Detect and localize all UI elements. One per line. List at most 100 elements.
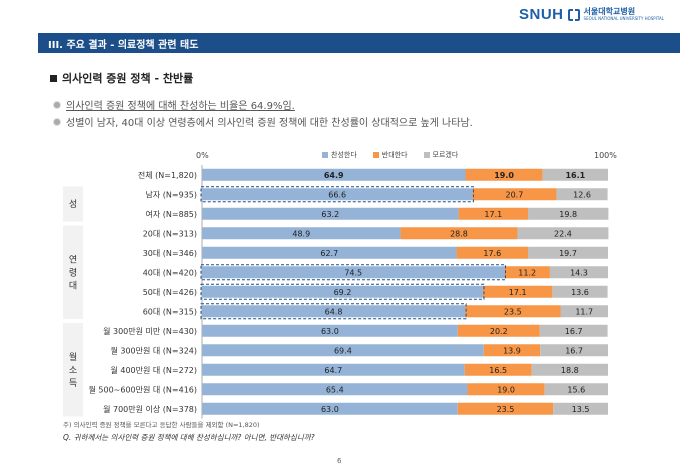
bar-segment-agree <box>202 246 457 259</box>
data-label-agree: 63.0 <box>321 327 339 336</box>
data-label-unknown: 11.7 <box>575 307 593 316</box>
chart-legend: 찬성한다 반대한다 모르겠다 <box>322 150 458 160</box>
bar-segment-disagree <box>472 188 557 201</box>
group-label-char: 대 <box>69 280 77 291</box>
bar-segment-unknown <box>560 305 608 318</box>
bar-segment-disagree <box>457 324 540 337</box>
bar-segment-unknown <box>549 266 608 279</box>
legend-item-unknown: 모르겠다 <box>423 150 459 160</box>
bar-segment-unknown <box>544 383 608 396</box>
row-label: 월 500~600만원 대 (N=416) <box>88 384 197 394</box>
bar-segment-unknown <box>539 324 608 337</box>
group-box-2 <box>63 225 83 319</box>
logo-name: 서울대학교병원 SEOUL NATIONAL UNIVERSITY HOSPIT… <box>584 8 664 21</box>
data-label-disagree: 17.6 <box>483 249 501 258</box>
summary-bullet-1: 의사인력 증원 정책에 대해 찬성하는 비율은 64.9%임. <box>54 97 295 112</box>
row-label: 월 300만원 미만 (N=430) <box>103 326 197 336</box>
data-label-unknown: 13.6 <box>571 288 589 297</box>
group-label-char: 월 <box>69 351 77 363</box>
row-label: 40대 (N=420) <box>143 268 197 277</box>
page-number: 6 <box>337 457 342 465</box>
data-label-agree: 62.7 <box>320 249 338 258</box>
row-label: 50대 (N=426) <box>143 288 197 297</box>
bar-segment-agree <box>202 168 466 181</box>
bar-segment-unknown <box>540 344 608 357</box>
bar-segment-disagree <box>465 168 543 181</box>
bar-segment-disagree <box>458 207 529 220</box>
circle-bullet-icon <box>54 118 60 125</box>
section-title-text: 의사인력 증원 정책 - 찬반률 <box>62 72 194 85</box>
data-label-disagree: 20.7 <box>506 190 524 199</box>
bar-segment-agree <box>202 305 466 318</box>
bar-segment-disagree <box>457 402 554 415</box>
row-label: 60대 (N=315) <box>143 307 197 316</box>
group-box-1 <box>63 186 83 222</box>
bar-segment-agree <box>202 207 459 220</box>
bar-segment-disagree <box>482 285 553 298</box>
axis-end-label: 100% <box>594 151 617 160</box>
logo-text: SNUH <box>519 6 564 23</box>
circle-bullet-icon <box>54 101 60 108</box>
data-label-agree: 64.7 <box>324 366 342 375</box>
data-label-agree: 64.9 <box>324 171 344 180</box>
row-label: 30대 (N=346) <box>143 249 197 258</box>
data-label-unknown: 16.7 <box>565 346 583 355</box>
row-label: 월 300만원 대 (N=324) <box>110 345 197 355</box>
data-label-unknown: 14.3 <box>570 268 588 277</box>
data-label-disagree: 20.2 <box>490 327 508 336</box>
legend-swatch-disagree <box>372 152 379 158</box>
data-label-disagree: 19.0 <box>494 171 514 180</box>
square-bullet-icon <box>50 74 57 82</box>
bar-segment-unknown <box>531 363 608 376</box>
header-bar: III. 주요 결과 - 의료정책 관련 태도 <box>38 33 680 53</box>
data-label-agree: 64.8 <box>325 307 343 316</box>
data-label-unknown: 19.8 <box>559 210 577 219</box>
logo-name-ko: 서울대학교병원 <box>583 7 636 16</box>
group-label-char: 소 <box>69 365 77 376</box>
group-label-char: 성 <box>69 199 77 210</box>
bar-segment-disagree <box>483 344 541 357</box>
bar-segment-unknown <box>552 285 608 298</box>
row-label: 월 700만원 이상 (N=378) <box>103 404 197 414</box>
data-label-disagree: 13.9 <box>503 346 521 355</box>
highlight-box <box>200 264 506 281</box>
legend-item-disagree: 반대한다 <box>372 150 408 160</box>
summary-bullet-1-text: 의사인력 증원 정책에 대해 찬성하는 비율은 64.9%임. <box>66 97 295 112</box>
data-label-unknown: 16.1 <box>565 171 585 180</box>
bar-segment-agree <box>202 344 484 357</box>
data-label-disagree: 16.5 <box>489 366 507 375</box>
bar-segment-disagree <box>504 266 550 279</box>
data-label-unknown: 15.6 <box>567 385 585 394</box>
section-title: 의사인력 증원 정책 - 찬반률 <box>50 70 193 86</box>
bullet-1-prefix: 의사인력 증원 정책에 대해 찬성하는 비율은 <box>66 101 251 112</box>
row-label: 전체 (N=1,820) <box>138 170 197 180</box>
group-label-char: 득 <box>69 378 77 389</box>
legend-swatch-agree <box>322 152 328 158</box>
group-label-char: 령 <box>69 266 77 278</box>
bullet-1-value: 64.9% <box>250 101 283 112</box>
row-label: 여자 (N=885) <box>146 209 197 219</box>
data-label-disagree: 19.0 <box>497 385 515 394</box>
row-label: 20대 (N=313) <box>143 229 197 238</box>
data-label-agree: 63.2 <box>321 210 339 219</box>
data-label-agree: 66.6 <box>328 190 346 199</box>
summary-bullet-2: 성별이 남자, 40대 이상 연령층에서 의사인력 증원 정책에 대한 찬성률이… <box>54 114 473 129</box>
row-label: 월 400만원 대 (N=272) <box>110 365 197 375</box>
bar-segment-agree <box>202 285 483 298</box>
legend-label-disagree: 반대한다 <box>381 151 408 159</box>
bar-segment-agree <box>202 188 473 201</box>
highlight-box <box>200 303 467 320</box>
bar-segment-disagree <box>467 383 545 396</box>
data-label-disagree: 23.5 <box>504 307 522 316</box>
bar-segment-agree <box>202 402 458 415</box>
bar-segment-disagree <box>465 305 561 318</box>
summary-bullet-2-text: 성별이 남자, 40대 이상 연령층에서 의사인력 증원 정책에 대한 찬성률이… <box>66 118 473 129</box>
data-label-agree: 65.4 <box>326 385 344 394</box>
bar-segment-agree <box>202 266 505 279</box>
legend-label-unknown: 모르겠다 <box>432 151 459 159</box>
survey-question: Q. 귀하께서는 의사인력 증원 정책에 대해 찬성하십니까? 아니면, 반대하… <box>63 433 315 442</box>
legend-item-agree: 찬성한다 <box>322 150 357 160</box>
data-label-agree: 69.2 <box>334 288 352 297</box>
bullet-1-suffix: 임. <box>282 101 295 112</box>
